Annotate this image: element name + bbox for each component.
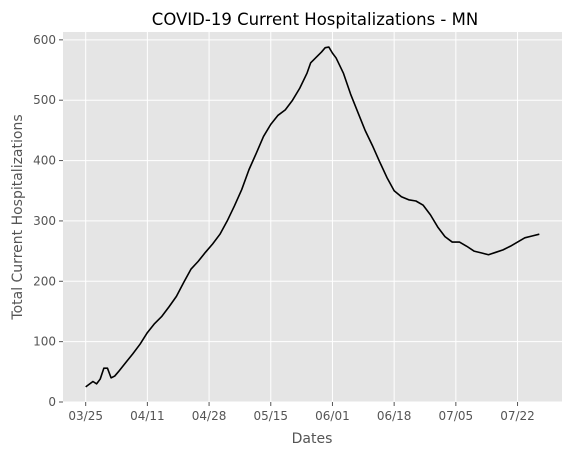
x-tick-label: 07/05 bbox=[439, 409, 474, 423]
y-axis-label: Total Current Hospitalizations bbox=[10, 114, 26, 320]
x-tick-label: 07/22 bbox=[500, 409, 535, 423]
x-tick-label: 05/15 bbox=[253, 409, 288, 423]
plot-area bbox=[63, 32, 562, 402]
y-tick-label: 200 bbox=[33, 274, 56, 288]
x-tick-label: 06/01 bbox=[315, 409, 350, 423]
x-tick-label: 06/18 bbox=[377, 409, 412, 423]
x-tick-label: 03/25 bbox=[68, 409, 103, 423]
y-tick-label: 400 bbox=[33, 154, 56, 168]
y-tick-label: 600 bbox=[33, 33, 56, 47]
x-axis-ticks: 03/25 04/11 04/28 05/15 06/01 06/18 07/05 07/22 bbox=[68, 402, 535, 423]
hospitalizations-series-line bbox=[85, 46, 540, 388]
y-tick-label: 0 bbox=[48, 395, 56, 409]
y-tick-label: 300 bbox=[33, 214, 56, 228]
y-tick-label: 100 bbox=[33, 335, 56, 349]
y-axis-ticks: 0 100 200 300 400 500 600 bbox=[33, 33, 63, 409]
chart-title: COVID-19 Current Hospitalizations - MN bbox=[152, 10, 478, 29]
x-tick-label: 04/11 bbox=[130, 409, 165, 423]
x-tick-label: 04/28 bbox=[192, 409, 227, 423]
grid-lines bbox=[63, 32, 562, 403]
y-tick-label: 500 bbox=[33, 93, 56, 107]
x-axis-label: Dates bbox=[292, 431, 333, 447]
